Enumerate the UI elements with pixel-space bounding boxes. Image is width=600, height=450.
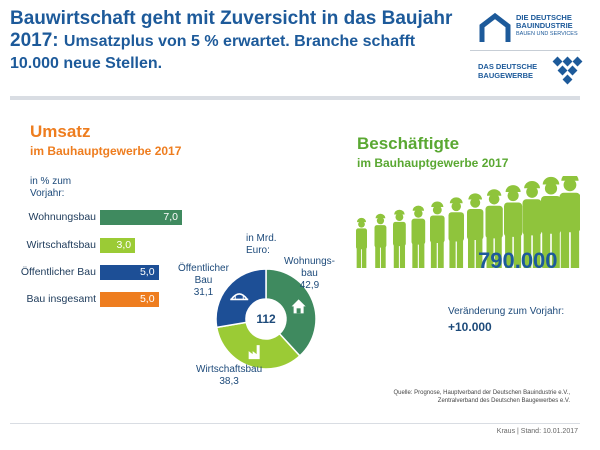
donut-value-wirtschaftsbau: 38,3 xyxy=(219,376,239,387)
worker-icon-1 xyxy=(374,213,387,268)
bar-value-0: 7,0 xyxy=(163,211,178,223)
donut-label-wirtschaftsbau-line-1: Wirtschaftsbau xyxy=(196,364,263,375)
worker-icon-11 xyxy=(559,176,580,268)
worker-icon-2 xyxy=(393,209,406,268)
bar-label-0: Wohnungsbau xyxy=(28,211,96,223)
title-line-2: 2017: Umsatzplus von 5 % erwartet. Branc… xyxy=(10,30,460,53)
bar-value-3: 5,0 xyxy=(139,293,155,305)
beschaeftigte-subtitle: im Bauhauptgewerbe 2017 xyxy=(357,156,509,170)
beschaeftigte-title: Beschäftigte xyxy=(357,134,460,153)
worker-icon-3 xyxy=(411,205,426,268)
donut-note-line-2: Euro: xyxy=(246,245,270,256)
donut-chart: 112 xyxy=(215,268,317,370)
title-line-1: Bauwirtschaft geht mit Zuversicht in das… xyxy=(10,8,453,29)
donut-label-oeffentlicher-bau: Öffentlicher Bau 31,1 xyxy=(178,263,229,299)
donut-center-total: 112 xyxy=(256,312,276,326)
bar-note-line-2: Vorjahr: xyxy=(30,188,65,199)
worker-icon-7 xyxy=(485,189,503,268)
donut-value-wohnungsbau: 42,9 xyxy=(299,280,320,291)
house-icon xyxy=(291,299,306,314)
worker-icon-0 xyxy=(356,217,367,268)
donut-value-oeffentlicher-bau: 31,1 xyxy=(193,287,214,298)
source-line-2: Zentralverband des Deutschen Baugewerbes… xyxy=(437,398,570,404)
worker-icon-9 xyxy=(522,181,542,268)
workers-graphic xyxy=(356,176,580,268)
bar-label-2: Öffentlicher Bau xyxy=(20,266,96,278)
donut-label-oeffentlich-line-2: Bau xyxy=(194,275,213,286)
footer-stand: Kraus | Stand: 10.01.2017 xyxy=(496,428,578,435)
title-year: 2017: xyxy=(10,30,59,51)
bauindustrie-line-1: DIE DEUTSCHE xyxy=(516,13,572,22)
change-value: +10.000 xyxy=(448,320,492,334)
title-line-3: 10.000 neue Stellen. xyxy=(10,55,163,72)
donut-slice-2 xyxy=(215,268,267,329)
donut-hole xyxy=(247,300,285,338)
baugewerbe-logo-icon xyxy=(552,56,583,85)
baugewerbe-line-2: BAUGEWERBE xyxy=(478,71,534,80)
bar-3: 5,0 xyxy=(100,292,159,307)
bar-chart: Wohnungsbau 7,0 Wirtschaftsbau 3,0 Öffen… xyxy=(0,210,220,310)
umsatz-subtitle: im Bauhauptgewerbe 2017 xyxy=(30,144,182,158)
donut-label-wohnungsbau-line-2: bau xyxy=(301,268,318,279)
factory-icon xyxy=(248,345,260,360)
bar-0: 7,0 xyxy=(100,210,182,225)
bar-chart-note: in % zum Vorjahr: xyxy=(30,176,71,200)
worker-icon-8 xyxy=(504,185,523,268)
bar-label-1: Wirtschaftsbau xyxy=(26,239,96,251)
logo-bauindustrie: DIE DEUTSCHE BAUINDUSTRIE BAUEN UND SERV… xyxy=(478,12,590,48)
worker-icon-5 xyxy=(448,197,464,268)
bar-note-line-1: in % zum xyxy=(30,176,72,187)
bar-2: 5,0 xyxy=(100,265,159,280)
bar-value-1: 3,0 xyxy=(116,239,132,251)
donut-label-wohnungsbau: Wohnungs- bau 42,9 xyxy=(284,256,335,292)
donut-label-wirtschaftsbau: Wirtschaftsbau 38,3 xyxy=(196,364,262,388)
employees-total: 790.000 xyxy=(478,248,558,273)
page-title: Bauwirtschaft geht mit Zuversicht in das… xyxy=(10,8,460,75)
logo-baugewerbe: DAS DEUTSCHE BAUGEWERBE xyxy=(478,56,590,88)
donut-label-oeffentlich-line-1: Öffentlicher xyxy=(178,263,229,274)
baugewerbe-line-1: DAS DEUTSCHE xyxy=(478,62,538,71)
donut-slice-0 xyxy=(265,268,317,357)
bauindustrie-logo-icon xyxy=(479,12,511,42)
logo-divider xyxy=(470,50,580,51)
header-divider xyxy=(10,96,580,100)
worker-icon-10 xyxy=(541,176,561,268)
footer-divider xyxy=(10,423,580,424)
worker-icon-6 xyxy=(467,193,484,268)
bar-1: 3,0 xyxy=(100,238,136,253)
donut-note-line-1: in Mrd. xyxy=(246,233,277,244)
bauindustrie-line-2: BAUINDUSTRIE xyxy=(516,21,573,30)
change-label: Veränderung zum Vorjahr: xyxy=(448,306,565,317)
source-note: Quelle: Prognose, Hauptverband der Deuts… xyxy=(380,389,570,405)
bar-value-2: 5,0 xyxy=(139,266,155,278)
bridge-icon xyxy=(230,293,249,301)
title-line-2-rest: Umsatzplus von 5 % erwartet. Branche sch… xyxy=(63,33,416,50)
worker-icon-4 xyxy=(430,201,445,268)
bar-label-3: Bau insgesamt xyxy=(26,293,96,305)
donut-label-wohnungsbau-line-1: Wohnungs- xyxy=(284,256,335,267)
source-line-1: Quelle: Prognose, Hauptverband der Deuts… xyxy=(393,390,570,396)
bauindustrie-line-3: BAUEN UND SERVICES xyxy=(516,31,578,37)
donut-note: in Mrd. Euro: xyxy=(246,233,277,257)
umsatz-title: Umsatz xyxy=(30,122,91,141)
